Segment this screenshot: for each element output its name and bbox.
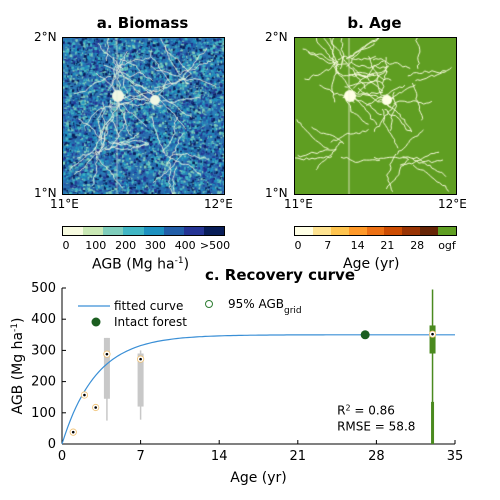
box-lower-bar — [431, 401, 435, 444]
age-colorbar-tick-label: 14 — [350, 239, 365, 252]
biomass-colorbar-swatch — [143, 227, 164, 235]
age-map — [294, 37, 457, 195]
fitted-curve-line — [61, 334, 455, 445]
biomass-colorbar-label: AGB (Mg ha-1) — [92, 256, 189, 273]
biomass-colorbar-label-sup: -1 — [174, 256, 184, 266]
age-colorbar-tick-label: 0 — [294, 239, 302, 252]
box-iqr — [137, 353, 144, 407]
biomass-map — [62, 37, 225, 195]
age-colorbar-tick-label: 21 — [380, 239, 395, 252]
legend-fitted-label: fitted curve — [114, 299, 183, 313]
legend-intact-label: Intact forest — [114, 315, 187, 329]
age-colorbar-swatch — [384, 227, 403, 235]
x-axis-label: Age (yr) — [230, 470, 287, 486]
biomass-colorbar-label-text: AGB (Mg ha — [92, 256, 175, 273]
percentile-point-center — [431, 332, 434, 336]
y-tick-label: 400 — [31, 312, 56, 327]
biomass-colorbar-swatch — [183, 227, 204, 235]
panel-a-lon-left: 11°E — [50, 197, 79, 211]
biomass-colorbar-tick-label: 400 — [174, 239, 196, 252]
age-colorbar-swatch — [330, 227, 349, 235]
biomass-colorbar-tick-label: 300 — [144, 239, 166, 252]
age-map-canvas — [295, 38, 456, 194]
age-colorbar-swatch — [402, 227, 421, 235]
y-tick-label: 300 — [31, 343, 56, 358]
recovery-curve-chart: 0 7 14 21 28 35 0 100 200 300 400 500 Age (yr) AGB (M… — [10, 281, 464, 486]
biomass-colorbar-tick-label: 200 — [115, 239, 137, 252]
age-colorbar-label: Age (yr) — [343, 256, 400, 272]
panel-b-lon-left: 11°E — [284, 197, 313, 211]
age-colorbar-swatch — [420, 227, 439, 235]
rmse-annotation: RMSE = 58.8 — [337, 419, 415, 433]
panel-a-lat-top: 2°N — [34, 30, 57, 44]
percentile-point-center — [71, 430, 75, 434]
age-colorbar-tick-label: ogf — [438, 239, 456, 252]
y-tick-label: 0 — [48, 437, 56, 452]
y-axis-label: AGB (Mg ha-1) — [10, 317, 26, 414]
biomass-colorbar-label-end: ) — [183, 256, 190, 273]
biomass-colorbar-swatch — [103, 227, 124, 235]
panel-c-title: c. Recovery curve — [205, 266, 355, 284]
x-tick-label: 35 — [447, 449, 464, 464]
biomass-colorbar-swatch — [163, 227, 184, 235]
percentile-point-center — [139, 357, 142, 361]
age-colorbar-swatch — [438, 227, 457, 235]
intact-forest-point — [360, 330, 370, 340]
panel-b-lat-top: 2°N — [265, 30, 288, 44]
percentile-point-center — [83, 393, 86, 397]
x-tick-label: 0 — [58, 449, 66, 464]
biomass-colorbar-tick-label: 100 — [85, 239, 107, 252]
panel-a-title: a. Biomass — [96, 14, 189, 32]
age-colorbar-tick-label: 28 — [410, 239, 425, 252]
x-tick-label: 28 — [368, 449, 385, 464]
y-tick-label: 100 — [31, 406, 56, 421]
box-iqr — [429, 325, 436, 354]
panel-b-title: b. Age — [347, 14, 402, 32]
panel-b-lon-right: 12°E — [438, 197, 467, 211]
x-tick-label: 14 — [211, 449, 228, 464]
y-tick-label: 500 — [31, 281, 56, 296]
age-colorbar-swatch — [366, 227, 385, 235]
age-colorbar-swatch — [312, 227, 331, 235]
age-colorbar-swatch — [348, 227, 367, 235]
age-colorbar-tick-label: 7 — [324, 239, 332, 252]
legend-intact-swatch — [91, 317, 101, 327]
legend-percentile-swatch — [205, 300, 213, 308]
biomass-colorbar — [62, 226, 225, 236]
age-colorbar-swatch — [295, 227, 313, 235]
panel-b-lat-bottom: 1°N — [265, 186, 288, 200]
biomass-colorbar-tick-label: 0 — [62, 239, 70, 252]
panel-a-lat-bottom: 1°N — [34, 186, 57, 200]
biomass-colorbar-swatch — [83, 227, 104, 235]
biomass-map-canvas — [63, 38, 224, 194]
y-tick-label: 200 — [31, 375, 56, 390]
biomass-colorbar-swatch — [63, 227, 84, 235]
percentile-point-center — [105, 352, 109, 356]
r2-annotation: R2 = 0.86 — [337, 403, 395, 418]
panel-a-lon-right: 12°E — [204, 197, 233, 211]
biomass-colorbar-swatch — [123, 227, 144, 235]
legend-percentile-label: 95% AGBgrid — [228, 297, 302, 316]
box-iqr — [103, 337, 110, 399]
age-colorbar — [294, 226, 457, 236]
percentile-point-center — [94, 406, 97, 409]
biomass-colorbar-tick-label: >500 — [199, 239, 231, 252]
biomass-colorbar-swatch — [203, 227, 224, 235]
x-tick-label: 7 — [136, 449, 144, 464]
x-tick-label: 21 — [290, 449, 307, 464]
